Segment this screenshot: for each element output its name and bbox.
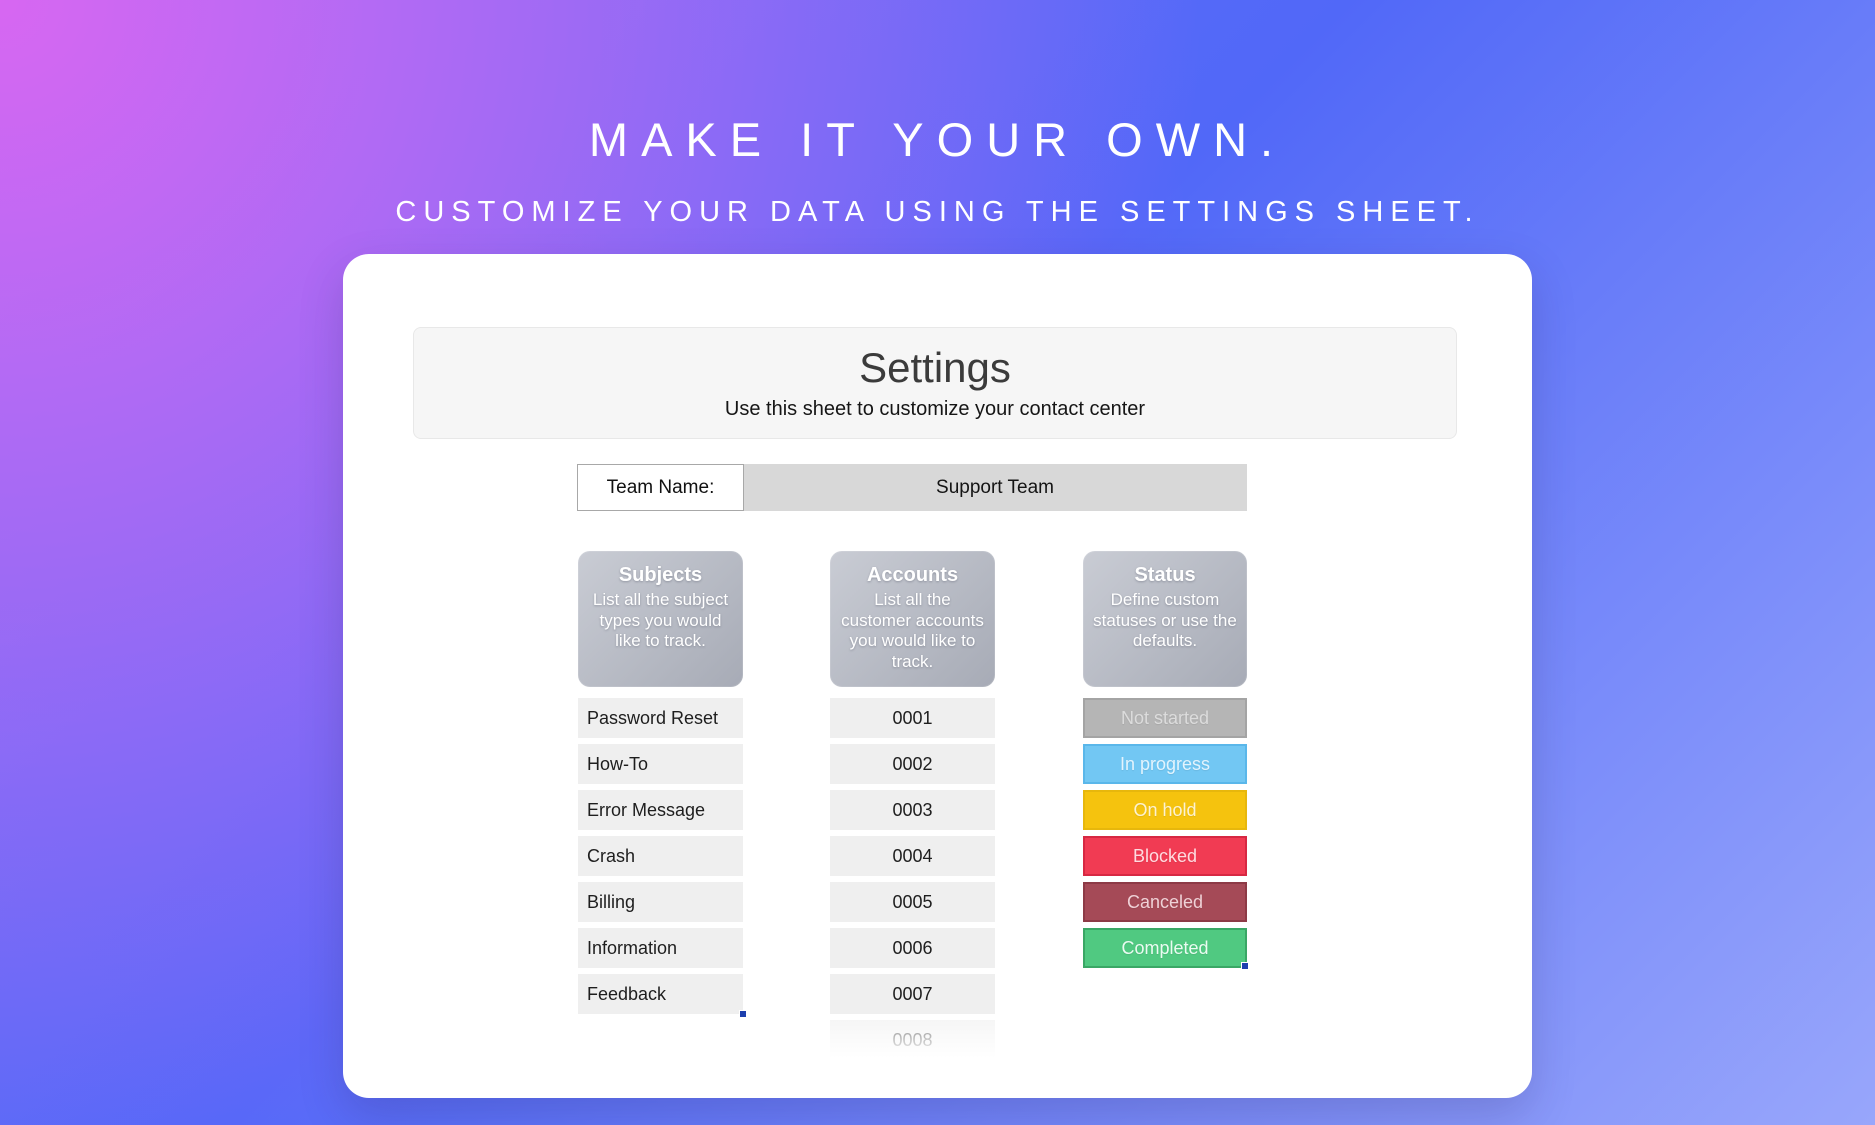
subject-cell-label: Feedback	[587, 983, 667, 1004]
hero-subtitle: CUSTOMIZE YOUR DATA USING THE SETTINGS S…	[395, 196, 1480, 228]
selection-fill-handle[interactable]	[739, 1010, 747, 1018]
accounts-header-description: List all the customer accounts you would…	[841, 590, 984, 672]
team-name-label: Team Name:	[577, 464, 744, 511]
subject-cell[interactable]: Billing	[578, 882, 743, 922]
account-cell[interactable]: 0007	[830, 974, 995, 1014]
status-header-card[interactable]: Status Define custom statuses or use the…	[1083, 551, 1247, 687]
sheet-title: Settings	[859, 344, 1011, 392]
account-cell-faded[interactable]: 0008	[830, 1020, 995, 1060]
settings-header-panel: Settings Use this sheet to customize you…	[413, 327, 1457, 439]
subjects-list: Password Reset How-To Error Message Cras…	[578, 698, 747, 1018]
status-cell-canceled[interactable]: Canceled	[1083, 882, 1247, 922]
status-cell-not-started[interactable]: Not started	[1083, 698, 1247, 738]
subjects-header-description: List all the subject types you would lik…	[592, 590, 729, 651]
accounts-list: 0001 0002 0003 0004 0005 0006 0007 0008	[830, 698, 995, 1060]
sheet-subtitle: Use this sheet to customize your contact…	[724, 397, 1146, 420]
subjects-header-title: Subjects	[618, 564, 703, 586]
subject-cell[interactable]: Password Reset	[578, 698, 743, 738]
status-header-title: Status	[1134, 564, 1196, 586]
account-cell[interactable]: 0001	[830, 698, 995, 738]
accounts-header-title: Accounts	[866, 564, 959, 586]
account-cell[interactable]: 0006	[830, 928, 995, 968]
status-cell-label: Completed	[1121, 937, 1209, 958]
subjects-header-card[interactable]: Subjects List all the subject types you …	[578, 551, 743, 687]
status-list: Not started In progress On hold Blocked …	[1083, 698, 1249, 970]
account-cell[interactable]: 0004	[830, 836, 995, 876]
subject-cell[interactable]: Error Message	[578, 790, 743, 830]
selection-fill-handle[interactable]	[1241, 962, 1249, 970]
settings-sheet-card: Settings Use this sheet to customize you…	[343, 254, 1532, 1098]
hero-title: MAKE IT YOUR OWN.	[588, 113, 1287, 166]
account-cell[interactable]: 0005	[830, 882, 995, 922]
account-cell[interactable]: 0003	[830, 790, 995, 830]
status-cell-completed[interactable]: Completed	[1083, 928, 1249, 970]
subjects-column: Subjects List all the subject types you …	[578, 551, 747, 1020]
team-name-value-cell[interactable]: Support Team	[743, 464, 1247, 511]
subject-cell[interactable]: Information	[578, 928, 743, 968]
account-cell[interactable]: 0002	[830, 744, 995, 784]
subject-cell[interactable]: Feedback	[578, 974, 747, 1018]
subject-cell[interactable]: How-To	[578, 744, 743, 784]
status-cell-blocked[interactable]: Blocked	[1083, 836, 1247, 876]
accounts-column: Accounts List all the customer accounts …	[830, 551, 995, 1066]
subject-cell[interactable]: Crash	[578, 836, 743, 876]
status-cell-in-progress[interactable]: In progress	[1083, 744, 1247, 784]
status-cell-on-hold[interactable]: On hold	[1083, 790, 1247, 830]
status-header-description: Define custom statuses or use the defaul…	[1093, 590, 1237, 651]
accounts-header-card[interactable]: Accounts List all the customer accounts …	[830, 551, 995, 687]
status-column: Status Define custom statuses or use the…	[1083, 551, 1249, 974]
